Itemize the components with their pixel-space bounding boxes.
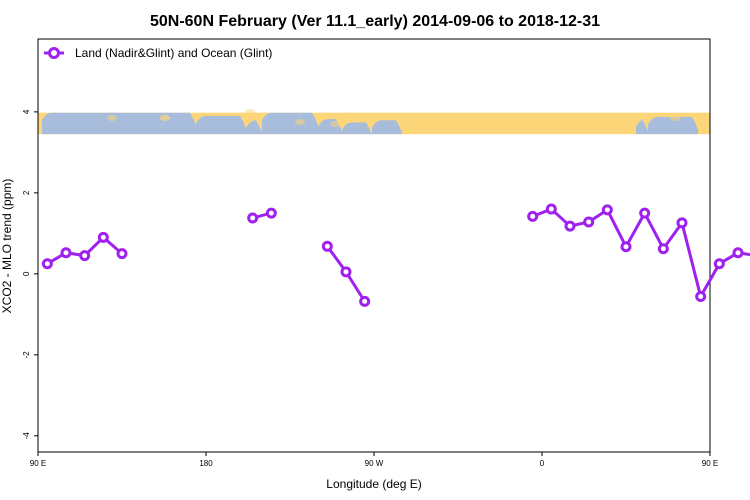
data-point	[60, 247, 72, 259]
y-tick-label: -2	[22, 351, 31, 359]
data-point	[545, 203, 557, 215]
data-point	[527, 210, 539, 222]
map-ocean	[342, 122, 372, 136]
data-point	[359, 295, 371, 307]
y-tick-label: 0	[22, 271, 31, 276]
series-layer	[41, 203, 750, 307]
data-point	[79, 250, 91, 262]
data-point	[713, 258, 725, 270]
data-point	[657, 243, 669, 255]
data-point	[620, 241, 632, 253]
y-tick-label: 2	[22, 190, 31, 195]
map-band	[38, 109, 710, 136]
map-ocean	[372, 120, 402, 135]
map-ocean	[636, 119, 648, 135]
map-ocean	[196, 115, 246, 135]
map-land	[345, 117, 355, 123]
map-land	[107, 115, 117, 121]
data-point	[97, 231, 109, 243]
legend-label: Land (Nadir&Glint) and Ocean (Glint)	[75, 46, 272, 60]
map-land	[295, 119, 305, 125]
x-tick-label: 90 W	[365, 459, 384, 468]
plot-frame	[37, 38, 711, 453]
map-land	[245, 109, 255, 115]
data-point	[116, 248, 128, 260]
data-point	[583, 216, 595, 228]
chart-title: 50N-60N February (Ver 11.1_early) 2014-0…	[150, 13, 600, 30]
legend: Land (Nadir&Glint) and Ocean (Glint)	[44, 46, 272, 60]
map-ocean	[42, 112, 196, 135]
map-land	[330, 121, 340, 127]
map-ocean	[262, 112, 318, 135]
x-axis: 90 E 180 90 W 0 90 E	[30, 452, 718, 468]
data-point	[695, 291, 707, 303]
x-tick-label: 90 E	[702, 459, 718, 468]
y-tick-label: -4	[22, 432, 31, 440]
y-axis: -4 -2 0 2 4	[22, 109, 38, 439]
y-tick-label: 4	[22, 109, 31, 114]
x-tick-label: 90 E	[30, 459, 46, 468]
series-line	[531, 207, 750, 299]
data-point	[265, 207, 277, 219]
data-point	[321, 240, 333, 252]
x-tick-label: 180	[199, 459, 213, 468]
x-axis-label: Longitude (deg E)	[326, 477, 421, 491]
map-ocean	[246, 120, 262, 135]
data-point	[340, 266, 352, 278]
data-point	[639, 207, 651, 219]
y-axis-label: XCO2 - MLO trend (ppm)	[0, 179, 14, 314]
map-land	[670, 115, 680, 121]
data-point	[732, 247, 744, 259]
data-point	[247, 212, 259, 224]
map-ocean	[648, 116, 698, 135]
data-point	[676, 217, 688, 229]
data-point	[41, 258, 53, 270]
map-land	[160, 115, 170, 121]
data-point	[564, 220, 576, 232]
x-tick-label: 0	[540, 459, 545, 468]
legend-marker	[48, 47, 60, 59]
data-point	[601, 204, 613, 216]
